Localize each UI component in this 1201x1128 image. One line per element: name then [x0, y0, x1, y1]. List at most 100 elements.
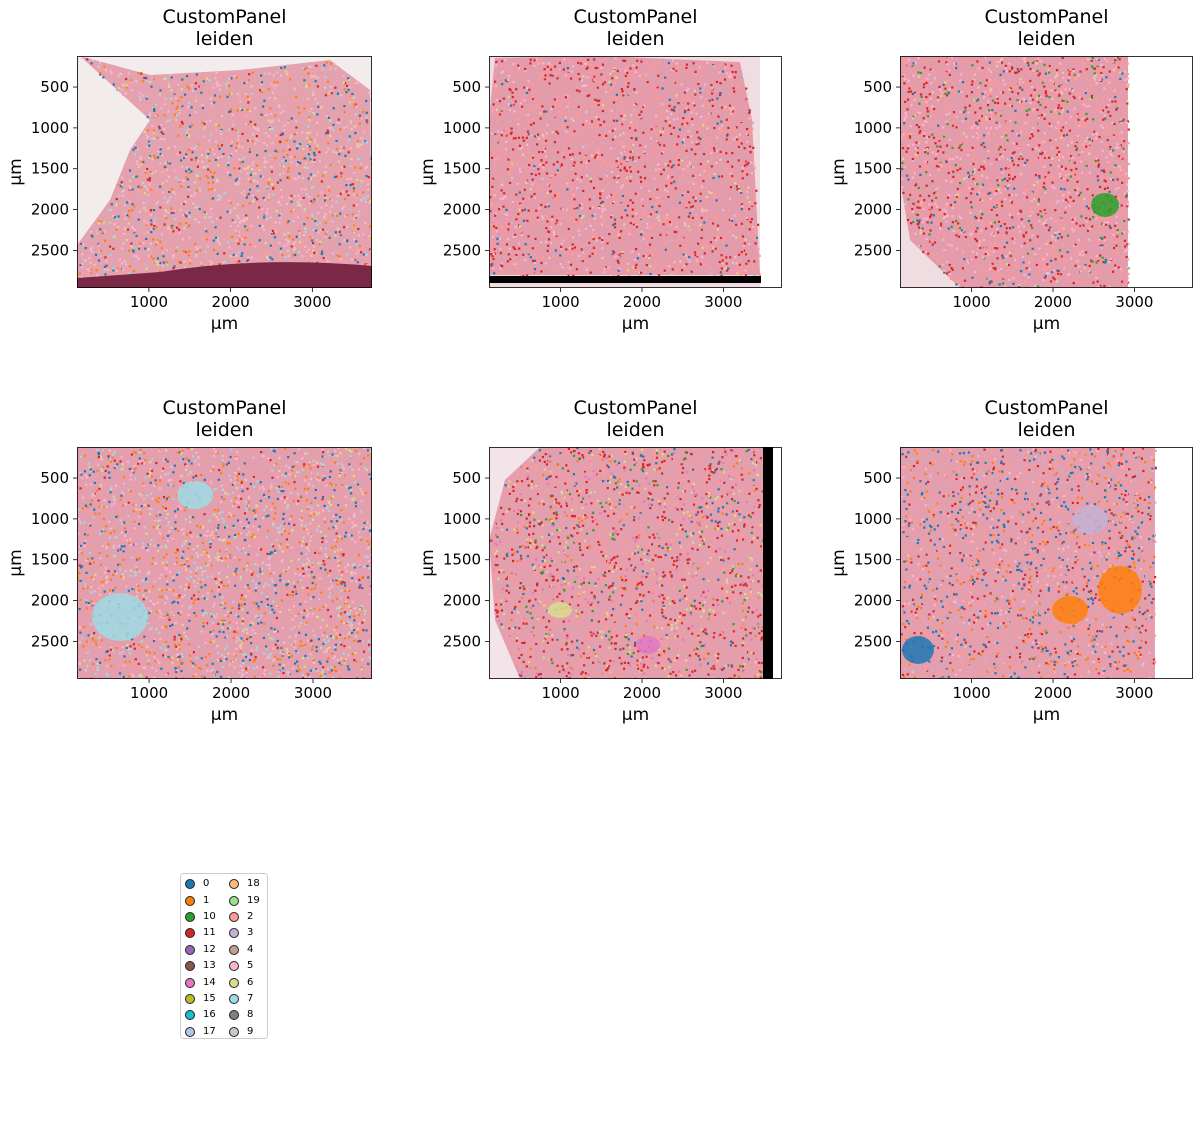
cell-point: [281, 133, 284, 136]
cell-point: [716, 122, 719, 125]
cell-point: [120, 184, 123, 187]
cell-point: [306, 225, 309, 229]
cell-point: [272, 232, 275, 235]
cell-point: [701, 138, 704, 141]
cell-point: [628, 183, 631, 186]
cell-point: [618, 172, 621, 175]
cell-point: [743, 218, 746, 221]
cell-point: [533, 59, 536, 62]
cell-point: [706, 64, 709, 67]
cell-point: [547, 62, 551, 65]
cell-point: [592, 195, 595, 199]
cell-point: [172, 243, 175, 247]
cell-point: [157, 261, 160, 264]
cell-point: [559, 254, 562, 257]
cell-point: [556, 160, 559, 163]
cell-point: [284, 255, 287, 259]
cell-point: [313, 251, 316, 254]
cell-point: [171, 226, 174, 229]
cell-point: [1109, 125, 1112, 129]
cell-point: [225, 151, 228, 154]
cell-point: [248, 243, 252, 246]
cell-point: [682, 194, 685, 197]
cell-point: [741, 272, 744, 275]
cell-point: [657, 200, 660, 203]
cell-point: [172, 254, 175, 257]
cell-point: [753, 195, 756, 198]
cell-point: [254, 245, 257, 248]
cell-point: [664, 188, 667, 191]
cell-point: [601, 238, 604, 242]
cell-point: [686, 115, 690, 118]
cell-point: [181, 238, 185, 241]
cell-point: [149, 242, 152, 245]
cell-point: [624, 178, 627, 181]
cell-point: [316, 113, 319, 116]
cell-point: [575, 89, 579, 92]
cell-point: [1037, 203, 1040, 206]
cell-point: [701, 211, 704, 215]
cell-point: [139, 91, 142, 94]
cell-point: [195, 87, 198, 90]
cell-point: [360, 128, 363, 131]
cell-point: [231, 113, 234, 116]
cell-point: [246, 108, 249, 111]
cell-point: [626, 144, 629, 147]
cell-point: [644, 177, 647, 180]
cell-point: [326, 129, 329, 132]
cell-point: [1057, 269, 1060, 272]
cell-point: [323, 216, 326, 219]
cell-point: [314, 75, 317, 78]
cell-point: [659, 130, 662, 133]
cell-point: [356, 140, 360, 143]
cell-point: [503, 131, 506, 134]
cell-point: [605, 87, 608, 90]
axes-frame: [489, 56, 782, 288]
cell-point: [675, 226, 678, 229]
cell-point: [627, 92, 630, 95]
cell-point: [623, 156, 626, 159]
cell-point: [517, 71, 520, 75]
cell-point: [305, 102, 308, 106]
cell-point: [1000, 204, 1004, 207]
cell-point: [321, 71, 324, 74]
cell-point: [137, 72, 140, 75]
cell-point: [494, 244, 497, 247]
cell-point: [325, 61, 328, 64]
cell-point: [578, 214, 582, 218]
cell-point: [188, 259, 192, 262]
cell-point: [730, 75, 733, 78]
cell-point: [297, 235, 301, 238]
cell-point: [362, 253, 365, 256]
cell-point: [189, 128, 193, 131]
cell-point: [574, 193, 577, 196]
cell-point: [278, 173, 281, 176]
cell-point: [296, 200, 299, 203]
cell-point: [282, 110, 285, 113]
cell-point: [500, 108, 504, 111]
cell-point: [180, 233, 183, 236]
cell-point: [295, 177, 298, 180]
cell-point: [545, 87, 548, 90]
cell-point: [534, 237, 537, 240]
cell-point: [547, 219, 550, 222]
cell-point: [568, 100, 571, 103]
cell-point: [656, 217, 659, 220]
cell-point: [159, 240, 162, 244]
cell-point: [607, 151, 610, 154]
cell-point: [544, 130, 547, 133]
cell-point: [735, 223, 738, 226]
cell-point: [533, 103, 536, 106]
cell-point: [155, 240, 158, 243]
cell-point: [699, 78, 702, 82]
cell-point: [631, 244, 634, 247]
cell-point: [121, 271, 124, 274]
cell-point: [1108, 190, 1111, 193]
cell-point: [520, 233, 523, 236]
cell-point: [690, 111, 693, 114]
cell-point: [358, 122, 361, 125]
cell-point: [89, 248, 92, 251]
cell-point: [656, 188, 659, 191]
cell-point: [303, 107, 306, 110]
cell-point: [644, 145, 647, 148]
